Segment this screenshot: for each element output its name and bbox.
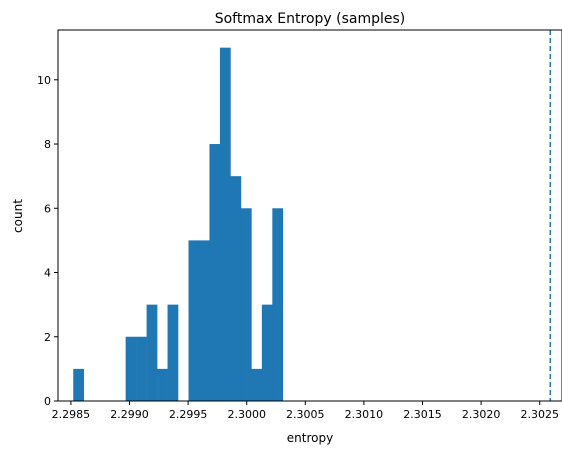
histogram-bar bbox=[73, 368, 85, 401]
y-axis-ticks: 0 2 4 6 8 10 bbox=[37, 74, 58, 408]
x-tick-label: 2.3010 bbox=[345, 408, 384, 421]
histogram-bar bbox=[146, 304, 158, 401]
histogram-bar bbox=[240, 208, 252, 401]
x-tick-label: 2.3025 bbox=[520, 408, 559, 421]
histogram-bar bbox=[136, 336, 147, 401]
x-tick-label: 2.3005 bbox=[286, 408, 325, 421]
y-tick-label: 2 bbox=[44, 331, 51, 344]
x-tick-label: 2.3020 bbox=[462, 408, 501, 421]
histogram-bar bbox=[272, 208, 284, 401]
y-axis-label: count bbox=[11, 199, 25, 233]
histogram-bar bbox=[230, 176, 242, 401]
x-axis-ticks: 2.2985 2.2990 2.2995 2.3000 2.3005 2.3010 2.30… bbox=[52, 401, 559, 421]
x-tick-label: 2.3000 bbox=[227, 408, 266, 421]
y-tick-label: 4 bbox=[44, 267, 51, 280]
x-tick-label: 2.2985 bbox=[52, 408, 91, 421]
histogram-bars bbox=[73, 47, 284, 402]
histogram-bar bbox=[251, 368, 263, 401]
plot-frame bbox=[57, 29, 562, 402]
y-tick-label: 0 bbox=[44, 395, 51, 408]
y-tick-label: 8 bbox=[44, 138, 51, 151]
x-axis-label: entropy bbox=[287, 431, 333, 445]
histogram-bar bbox=[188, 240, 200, 401]
histogram-bar bbox=[198, 240, 210, 401]
histogram-bar bbox=[157, 368, 168, 401]
histogram-bar bbox=[261, 304, 273, 401]
histogram-bar bbox=[167, 304, 179, 401]
chart-title: Softmax Entropy (samples) bbox=[215, 11, 406, 27]
histogram-bar bbox=[219, 47, 231, 402]
histogram-bar bbox=[209, 144, 221, 401]
x-tick-label: 2.2990 bbox=[110, 408, 149, 421]
x-tick-label: 2.3015 bbox=[403, 408, 442, 421]
y-tick-label: 6 bbox=[44, 202, 51, 215]
x-tick-label: 2.2995 bbox=[169, 408, 208, 421]
histogram-bar bbox=[125, 336, 137, 401]
y-tick-label: 10 bbox=[37, 74, 51, 87]
